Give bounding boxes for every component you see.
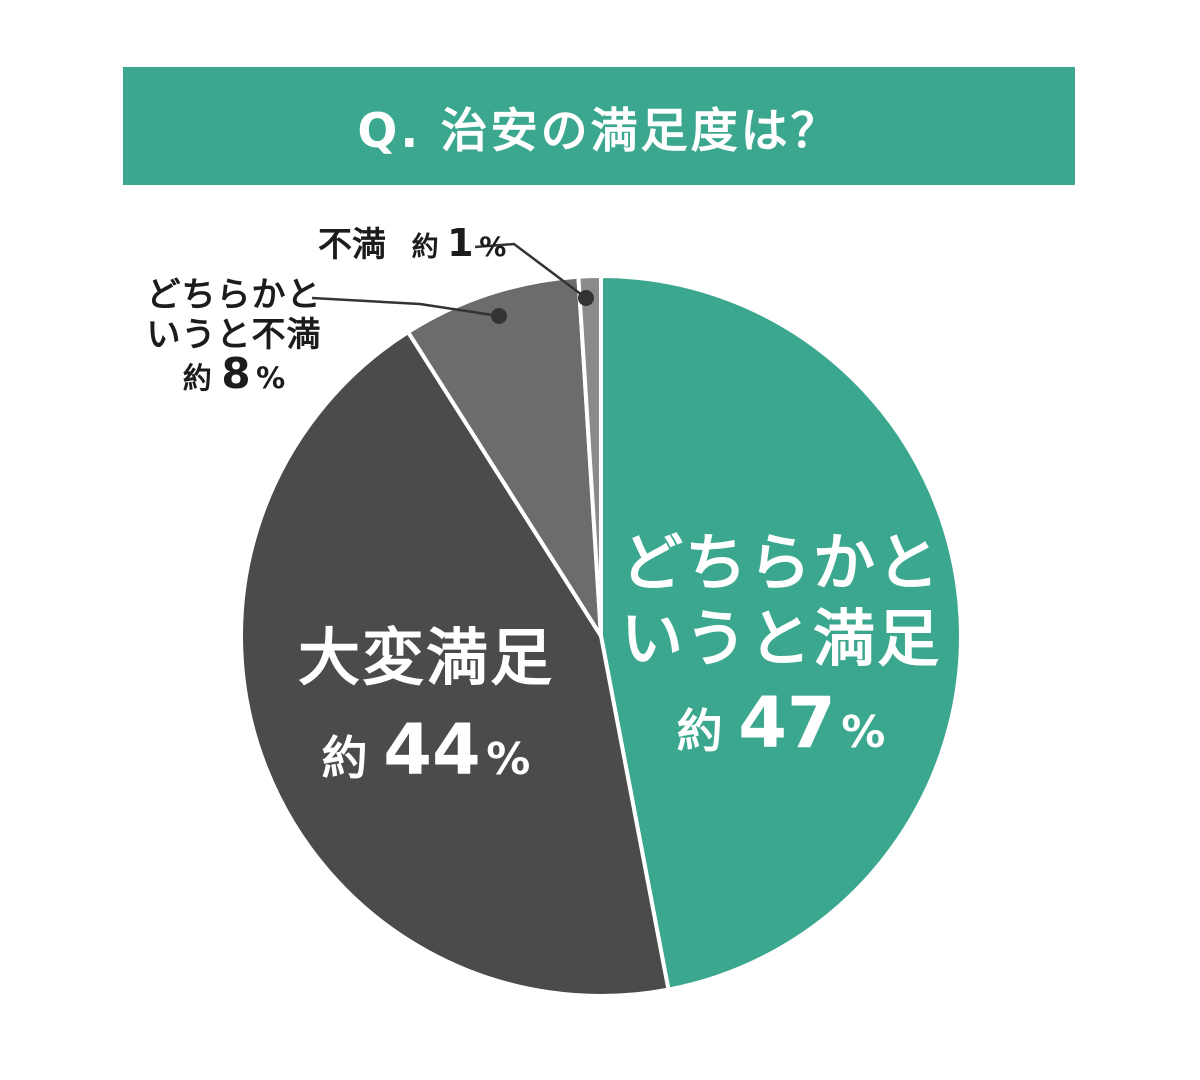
label-somewhat-satisfied-value: 約 47 %: [677, 682, 886, 764]
label-somewhat-dissatisfied-approx: 約: [183, 361, 212, 395]
leader-dot-somewhat-dissatisfied: [491, 308, 507, 324]
label-somewhat-satisfied-unit: %: [841, 707, 885, 758]
label-very-satisfied-name: 大変満足: [298, 621, 554, 694]
label-very-satisfied-number: 44: [383, 709, 480, 791]
label-somewhat-satisfied-line2: いうと満足: [621, 602, 941, 675]
label-dissatisfied-value: 1: [447, 221, 473, 265]
pie-slices-group: [239, 274, 963, 998]
pie-slice-2: [239, 330, 671, 998]
question-title: Q. 治安の満足度は？: [357, 103, 841, 159]
leader-lines-group: [311, 242, 594, 324]
label-very-satisfied-value: 約 44 %: [322, 709, 531, 791]
leader-line-somewhat-dissatisfied: [311, 296, 500, 318]
label-somewhat-dissatisfied-line1: どちらかと: [147, 275, 322, 315]
question-banner: Q. 治安の満足度は？: [123, 67, 1075, 185]
label-somewhat-satisfied-line1: どちらかと: [621, 526, 941, 599]
label-somewhat-satisfied-number: 47: [738, 682, 835, 764]
label-dissatisfied-name: 不満: [318, 225, 386, 265]
pie-slice-3: [406, 274, 603, 638]
label-somewhat-satisfied-approx: 約: [677, 704, 723, 758]
label-very-satisfied-unit: %: [486, 734, 530, 785]
label-somewhat-dissatisfied-value: 約 8 %: [183, 349, 285, 398]
label-dissatisfied: 不満 約 1 %: [318, 221, 506, 265]
pie-slice-4: [576, 274, 603, 638]
label-somewhat-dissatisfied-number: 8: [221, 349, 250, 398]
label-somewhat-dissatisfied-line2: いうと不満: [147, 315, 322, 355]
leader-dot-dissatisfied: [578, 290, 594, 306]
label-somewhat-dissatisfied-unit: %: [256, 361, 285, 395]
pie-slice-1: [599, 274, 963, 992]
label-dissatisfied-unit: %: [479, 232, 506, 263]
label-very-satisfied-approx: 約: [322, 731, 368, 785]
label-dissatisfied-approx: 約: [412, 231, 439, 263]
leader-line-dissatisfied: [474, 242, 587, 299]
